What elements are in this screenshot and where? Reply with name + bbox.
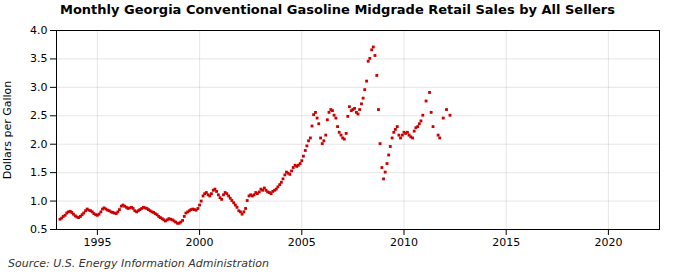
svg-text:1995: 1995	[83, 236, 111, 249]
html-text:Source: U.S. Energy Informatio: Source: U.S. Energy Information Administ…	[8, 257, 269, 270]
html-text:Monthly Georgia Conventional G: Monthly Georgia Conventional Gasoline Mi…	[60, 2, 615, 17]
svg-text:2010: 2010	[390, 236, 418, 249]
svg-text:2020: 2020	[594, 236, 622, 249]
svg-text:1.5: 1.5	[30, 166, 48, 179]
svg-text:3.5: 3.5	[30, 52, 48, 65]
svg-text:2000: 2000	[186, 236, 214, 249]
svg-text:2015: 2015	[492, 236, 520, 249]
svg-text:2.0: 2.0	[30, 138, 48, 151]
svg-text:Dollars per Gallon: Dollars per Gallon	[1, 81, 14, 180]
svg-text:2.5: 2.5	[30, 109, 48, 122]
svg-text:2005: 2005	[288, 236, 316, 249]
svg-text:1.0: 1.0	[30, 195, 48, 208]
svg-text:4.0: 4.0	[30, 24, 48, 37]
svg-text:0.5: 0.5	[30, 223, 48, 236]
svg-text:3.0: 3.0	[30, 81, 48, 94]
